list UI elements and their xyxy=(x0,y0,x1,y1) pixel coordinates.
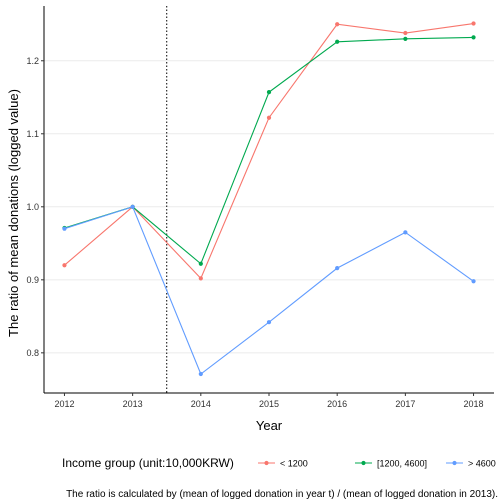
legend-items: < 1200 [1200, 4600] > 4600 xyxy=(258,459,496,469)
legend-item-1: [1200, 4600] xyxy=(355,459,427,469)
data-point xyxy=(471,21,476,26)
series-2 xyxy=(62,204,476,377)
grid-lines xyxy=(44,60,494,354)
x-tick-label: 2016 xyxy=(327,399,347,409)
y-tick-label: 0.8 xyxy=(26,348,39,358)
x-tick-label: 2018 xyxy=(464,399,484,409)
y-tick-label: 1.2 xyxy=(26,56,39,66)
y-axis-label: The ratio of mean donations (logged valu… xyxy=(6,89,21,337)
data-point xyxy=(335,22,340,27)
y-tick-label: 0.9 xyxy=(26,275,39,285)
series-line-0 xyxy=(64,22,474,280)
tick-labels: 0.8 0.9 1.0 1.1 1.2 2012 2013 2014 2015 2016 2017 2… xyxy=(26,56,483,409)
data-point xyxy=(403,36,408,41)
data-point xyxy=(62,263,67,268)
legend-item-0: < 1200 xyxy=(258,459,308,469)
x-tick-label: 2014 xyxy=(191,399,211,409)
data-point xyxy=(130,204,135,209)
data-point xyxy=(198,276,203,281)
data-point xyxy=(266,115,272,120)
legend-title: Income group (unit:10,000KRW) xyxy=(62,456,234,470)
legend-key-point xyxy=(452,460,457,466)
data-point xyxy=(403,230,408,235)
chart-caption: The ratio is calculated by (mean of logg… xyxy=(66,489,498,500)
axes xyxy=(41,6,494,396)
x-axis-label: Year xyxy=(256,418,283,433)
legend-label: < 1200 xyxy=(280,459,308,469)
data-point xyxy=(471,279,476,284)
data-point xyxy=(335,39,340,44)
legend-label: > 4600 xyxy=(468,459,496,469)
legend-label: [1200, 4600] xyxy=(377,459,427,469)
series-layer xyxy=(62,21,476,377)
x-tick-label: 2013 xyxy=(123,399,143,409)
data-point xyxy=(403,30,408,36)
x-tick-label: 2012 xyxy=(54,399,74,409)
legend: Income group (unit:10,000KRW) < 1200 [120… xyxy=(62,456,496,470)
data-point xyxy=(335,266,340,271)
data-point xyxy=(198,261,203,266)
legend-item-2: > 4600 xyxy=(446,459,496,469)
x-tick-label: 2017 xyxy=(395,399,415,409)
y-tick-label: 1.1 xyxy=(26,129,39,139)
data-point xyxy=(198,371,203,377)
data-point xyxy=(266,320,272,325)
data-point xyxy=(62,226,67,231)
data-point xyxy=(266,90,272,95)
series-1 xyxy=(62,35,476,266)
series-line-2 xyxy=(64,206,474,375)
y-tick-label: 1.0 xyxy=(26,202,39,212)
legend-key-point xyxy=(361,460,366,466)
series-line-1 xyxy=(64,36,474,265)
data-point xyxy=(471,35,476,40)
x-tick-label: 2015 xyxy=(259,399,279,409)
legend-key-point xyxy=(264,460,269,466)
